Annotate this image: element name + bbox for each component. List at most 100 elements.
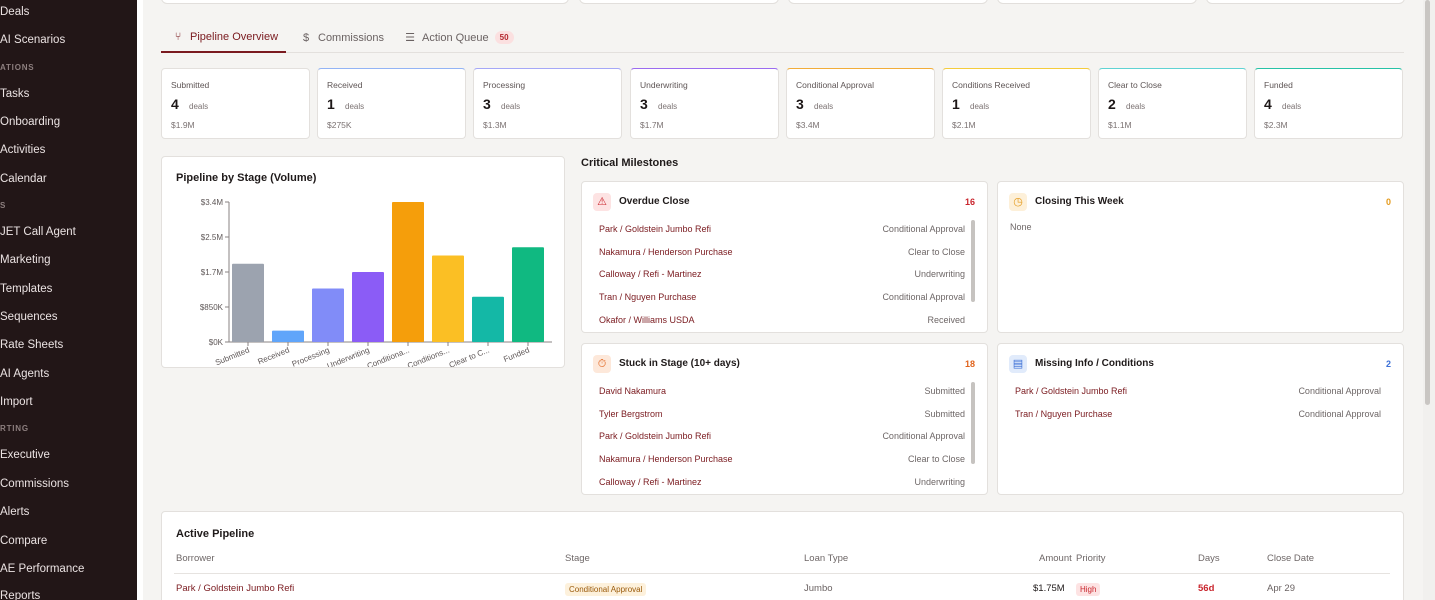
bar-1[interactable] (272, 330, 304, 342)
deal-name[interactable]: David Nakamura (599, 386, 667, 396)
scrollbar[interactable] (971, 382, 975, 464)
sidebar-item[interactable]: Sequences (0, 311, 58, 323)
column-header-amount[interactable]: Amount (1039, 553, 1072, 564)
days-cell: 56d (1198, 583, 1215, 594)
stage-amount: $2.1M (952, 120, 976, 130)
bar-0[interactable] (232, 263, 264, 342)
tab-pipeline-overview[interactable]: ⑂ Pipeline Overview (161, 22, 286, 53)
list-item[interactable]: Park / Goldstein Jumbo Refi Conditional A… (599, 431, 965, 445)
list-item[interactable]: Nakamura / Henderson Purchase Clear to Cl… (599, 247, 965, 261)
deal-name[interactable]: Tran / Nguyen Purchase (599, 292, 697, 303)
list-item[interactable]: Nakamura / Henderson Purchase Clear to Cl… (599, 454, 965, 468)
stage-card[interactable]: Underwriting 3 deals $1.7M (630, 68, 779, 139)
column-header-close-date[interactable]: Close Date (1267, 553, 1314, 564)
deal-name[interactable]: Park / Goldstein Jumbo Refi (599, 431, 712, 442)
list-item[interactable]: Calloway / Refi - Martinez Underwriting (599, 477, 965, 491)
sidebar-item[interactable]: AI Scenarios (0, 34, 66, 46)
sidebar-item[interactable]: Rate Sheets (0, 339, 64, 351)
sidebar-section-label: ATIONS (0, 63, 35, 72)
tab-action-queue[interactable]: ☰ Action Queue 50 (404, 22, 514, 53)
sidebar-item[interactable]: JET Call Agent (0, 226, 76, 238)
deal-name[interactable]: Tran / Nguyen Purchase (1015, 408, 1113, 419)
amount-cell: $1.75M (1033, 583, 1065, 594)
list-check-icon: ☰ (405, 32, 415, 44)
stage-card[interactable]: Received 1 deals $275K (317, 68, 466, 139)
x-tick-label: Received (256, 346, 290, 367)
deal-name[interactable]: Nakamura / Henderson Purchase (599, 246, 733, 257)
milestones-title: Critical Milestones (581, 157, 679, 169)
stage-card[interactable]: Processing 3 deals $1.3M (473, 68, 622, 139)
scrollbar[interactable] (971, 220, 975, 302)
pipeline-icon: ⑂ (174, 30, 182, 43)
deal-stage: Clear to Close (907, 454, 965, 465)
x-tick-label: Conditiona... (366, 346, 411, 367)
y-tick-label: $850K (200, 303, 224, 312)
count-badge: 2 (1385, 359, 1391, 369)
sidebar-item[interactable]: AE Performance (0, 563, 85, 575)
borrower-cell[interactable]: Park / Goldstein Jumbo Refi (176, 583, 295, 594)
bar-2[interactable] (312, 288, 344, 342)
list-item[interactable]: Tyler Bergstrom Submitted (599, 409, 965, 423)
sidebar-item[interactable]: Import (0, 396, 33, 408)
deal-name[interactable]: Okafor / Williams USDA (599, 314, 695, 325)
list-item[interactable]: Calloway / Refi - Martinez Underwriting (599, 269, 965, 283)
sidebar-item[interactable]: Reports (0, 590, 41, 600)
tab-commissions[interactable]: $ Commissions (300, 22, 384, 53)
column-header-priority[interactable]: Priority (1076, 553, 1106, 564)
list-item[interactable]: Park / Goldstein Jumbo Refi Conditional A… (1015, 386, 1381, 400)
card-title: Stuck in Stage (10+ days) (619, 358, 740, 369)
deal-count: 3 (640, 96, 648, 112)
list-item[interactable]: Okafor / Williams USDA Received (599, 315, 965, 329)
list-item[interactable]: Tran / Nguyen Purchase Conditional Approv… (1015, 409, 1381, 423)
bar-3[interactable] (352, 272, 384, 342)
stage-card[interactable]: Funded 4 deals $2.3M (1254, 68, 1403, 139)
stopwatch-icon: ⏱ (593, 355, 611, 373)
deal-name[interactable]: Tyler Bergstrom (599, 408, 663, 419)
sidebar-item[interactable]: Executive (0, 449, 50, 461)
stage-amount: $275K (327, 120, 352, 130)
list-item[interactable]: Park / Goldstein Jumbo Refi Conditional A… (599, 224, 965, 238)
stage-amount: $1.3M (483, 120, 507, 130)
sidebar-item[interactable]: Templates (0, 283, 53, 295)
sidebar-item[interactable]: Commissions (0, 478, 70, 490)
tab-label: Pipeline Overview (190, 30, 279, 43)
stage-card[interactable]: Conditional Approval 3 deals $3.4M (786, 68, 935, 139)
list-item[interactable]: Tran / Nguyen Purchase Conditional Approv… (599, 292, 965, 306)
column-header-days[interactable]: Days (1198, 553, 1220, 564)
deal-count: 3 (483, 96, 491, 112)
sidebar-item[interactable]: AI Agents (0, 368, 50, 380)
deal-name[interactable]: Calloway / Refi - Martinez (599, 476, 702, 487)
sidebar-item[interactable]: Calendar (0, 173, 47, 185)
deal-name[interactable]: Calloway / Refi - Martinez (599, 269, 702, 280)
bar-6[interactable] (472, 296, 504, 342)
summary-card (997, 0, 1197, 4)
sidebar-item[interactable]: Compare (0, 535, 48, 547)
stage-card[interactable]: Conditions Received 1 deals $2.1M (942, 68, 1091, 139)
sidebar-item[interactable]: Deals (0, 6, 30, 18)
sidebar-item[interactable]: Alerts (0, 506, 30, 518)
tab-label: Commissions (318, 31, 385, 44)
chart-panel: Pipeline by Stage (Volume) $0K $850K $1.7M… (161, 156, 565, 368)
sidebar-item[interactable]: Tasks (0, 88, 30, 100)
column-header-loan-type[interactable]: Loan Type (804, 553, 849, 564)
page-scrollbar-thumb[interactable] (1425, 0, 1430, 405)
column-header-borrower[interactable]: Borrower (176, 553, 215, 564)
sidebar-item[interactable]: Activities (0, 144, 46, 156)
deal-unit: deals (814, 102, 834, 111)
deal-name[interactable]: Nakamura / Henderson Purchase (599, 454, 733, 465)
deal-stage: Conditional Approval (1298, 386, 1381, 396)
column-header-stage[interactable]: Stage (565, 553, 590, 564)
missing-info-card: ▤ Missing Info / Conditions 2 Park / Gol… (997, 343, 1404, 495)
list-item[interactable]: David Nakamura Submitted (599, 386, 965, 400)
sidebar-item[interactable]: Marketing (0, 254, 51, 266)
stage-name: Submitted (171, 80, 210, 90)
deal-name[interactable]: Park / Goldstein Jumbo Refi (599, 224, 712, 234)
stage-card[interactable]: Clear to Close 2 deals $1.1M (1098, 68, 1247, 139)
sidebar-item[interactable]: Onboarding (0, 116, 61, 128)
alert-triangle-icon: ⚠ (593, 193, 611, 211)
bar-5[interactable] (432, 255, 464, 342)
deal-name[interactable]: Park / Goldstein Jumbo Refi (1015, 386, 1128, 396)
stage-card[interactable]: Submitted 4 deals $1.9M (161, 68, 310, 139)
bar-7[interactable] (512, 247, 544, 342)
bar-4[interactable] (392, 202, 424, 342)
